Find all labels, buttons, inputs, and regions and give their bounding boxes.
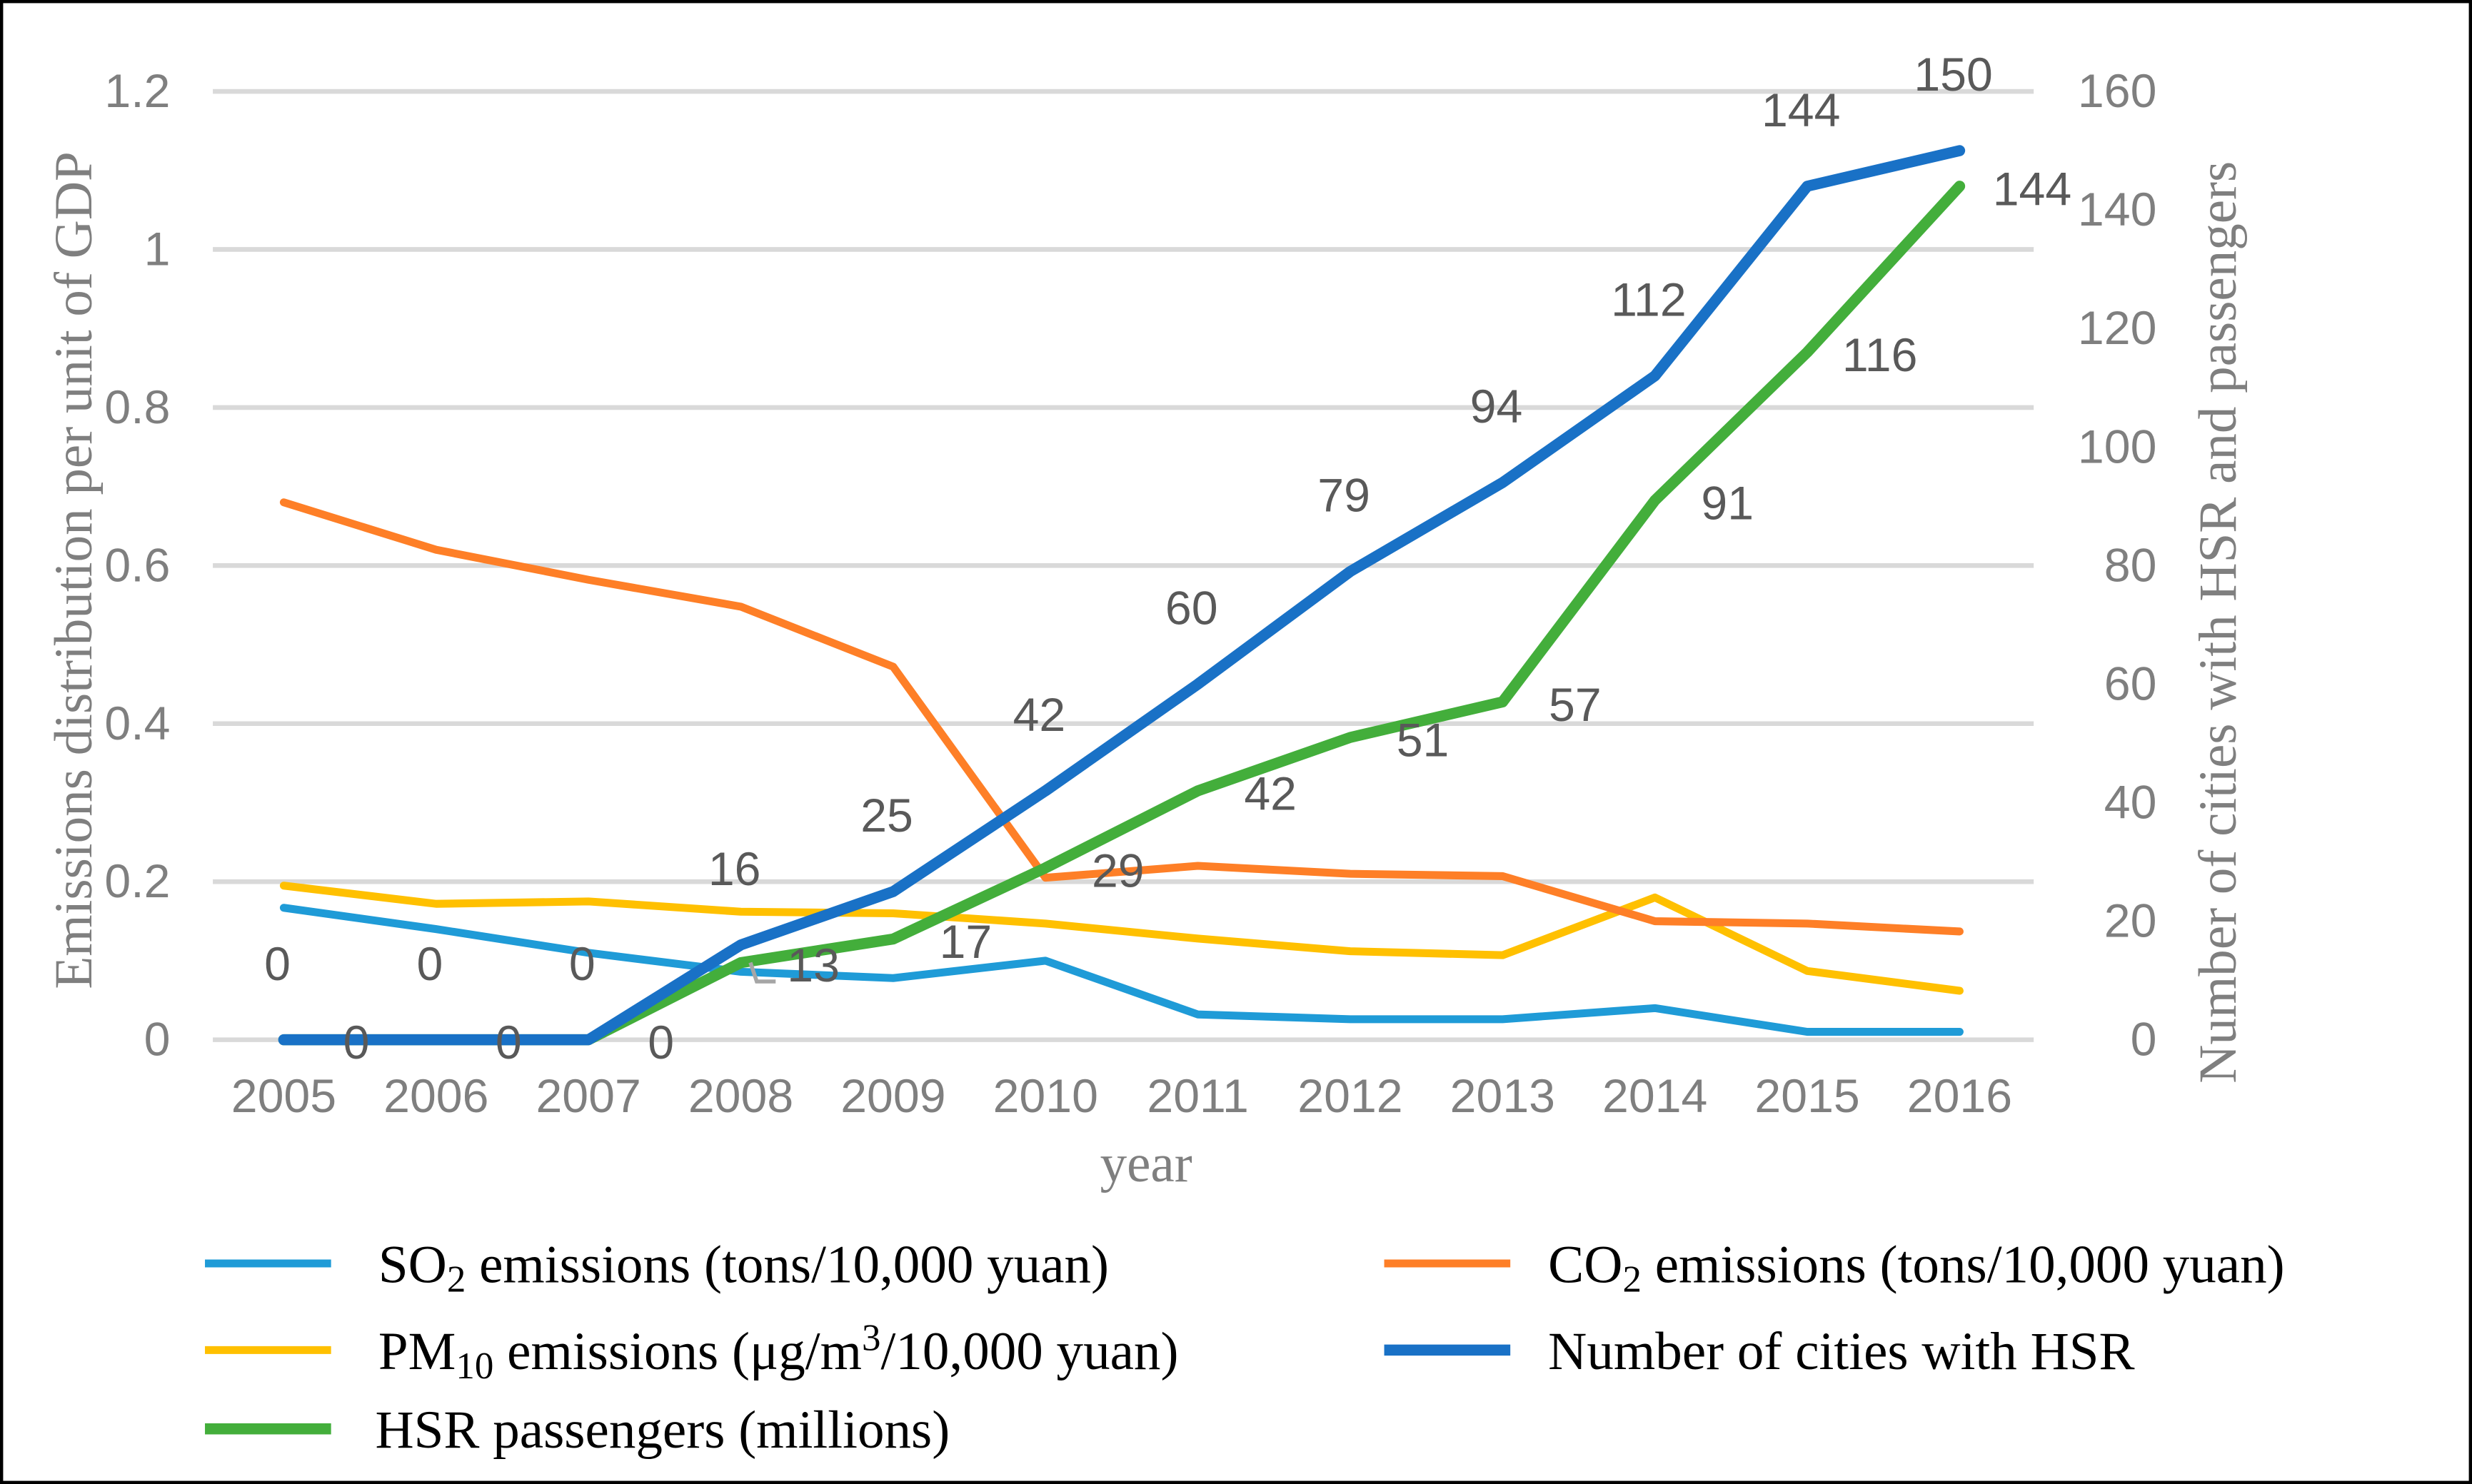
- x-tick-label: 2013: [1450, 1070, 1555, 1123]
- legend-item: SO2 emissions (tons/10,000 yuan): [205, 1236, 1109, 1301]
- legend-text: emissions (tons/10,000 yuan): [466, 1236, 1109, 1295]
- legend-text: /10,000 yuan): [881, 1322, 1179, 1381]
- y2-tick-label: 160: [2078, 65, 2157, 118]
- data-label: 0: [569, 938, 596, 991]
- legend-label: Number of cities with HSR: [1548, 1322, 2134, 1381]
- x-tick-label: 2016: [1907, 1070, 2012, 1123]
- data-label: 57: [1549, 679, 1602, 732]
- legend-item: PM10 emissions (μg/m3/10,000 yuan): [205, 1317, 1178, 1387]
- y-axis-title: Emissions distribution per unit of GDP: [44, 151, 104, 989]
- data-label: 13: [787, 939, 840, 992]
- data-label: 29: [1092, 844, 1145, 897]
- data-label: 60: [1165, 582, 1218, 635]
- data-label: 42: [1013, 689, 1066, 742]
- legend-item: CO2 emissions (tons/10,000 yuan): [1384, 1236, 2285, 1301]
- y-tick-label: 0.8: [104, 381, 170, 434]
- data-label: 0: [417, 938, 443, 991]
- legend-label: CO2 emissions (tons/10,000 yuan): [1548, 1236, 2284, 1301]
- data-label: 91: [1701, 477, 1754, 530]
- x-tick-label: 2014: [1602, 1070, 1707, 1123]
- legend-text: Number of cities with HSR: [1548, 1322, 2134, 1381]
- data-label: 0: [496, 1016, 522, 1069]
- y-tick-label: 0.6: [104, 539, 170, 592]
- data-label: 17: [940, 916, 993, 969]
- x-tick-label: 2015: [1754, 1070, 1859, 1123]
- y2-tick-label: 100: [2078, 420, 2157, 473]
- series-line-co2-emissions-tons-10-000-yuan-: [279, 498, 1964, 936]
- data-label: 0: [343, 1016, 370, 1069]
- legend-label: SO2 emissions (tons/10,000 yuan): [378, 1236, 1109, 1301]
- legend-item: Number of cities with HSR: [1384, 1322, 2135, 1381]
- data-label: 94: [1470, 380, 1523, 433]
- data-label: 16: [708, 843, 761, 896]
- series-line-pm10-emissions-g-m3-10-000-yuan-: [279, 882, 1964, 995]
- y-tick-label: 1.2: [104, 65, 170, 118]
- x-tick-label: 2010: [993, 1070, 1098, 1123]
- y2-tick-label: 120: [2078, 302, 2157, 355]
- data-label: 144: [1993, 163, 2072, 216]
- x-axis-title: year: [1100, 1134, 1192, 1193]
- legend-text: PM: [378, 1322, 456, 1381]
- legend-item: HSR passengers (millions): [205, 1400, 950, 1460]
- x-tick-label: 2008: [688, 1070, 793, 1123]
- x-tick-label: 2006: [383, 1070, 488, 1123]
- data-label: 150: [1914, 49, 1993, 101]
- y-tick-label: 1: [144, 223, 171, 276]
- x-tick-label: 2007: [536, 1070, 640, 1123]
- data-label: 51: [1397, 715, 1449, 767]
- y-tick-label: 0.2: [104, 855, 170, 908]
- data-label: 112: [1611, 274, 1687, 327]
- data-label: 79: [1317, 470, 1370, 523]
- data-label: 0: [264, 938, 291, 991]
- legend-text: emissions (μg/m: [493, 1322, 862, 1381]
- y2-tick-label: 40: [2104, 777, 2157, 829]
- y2-tick-label: 0: [2131, 1014, 2157, 1066]
- data-label: 25: [860, 789, 913, 842]
- y2-tick-label: 140: [2078, 183, 2157, 236]
- legend-label: HSR passengers (millions): [375, 1400, 950, 1460]
- x-tick-label: 2005: [231, 1070, 336, 1123]
- data-label: 42: [1244, 767, 1297, 820]
- y2-axis-title: Number of cities with HSR and passengers: [2189, 161, 2248, 1084]
- legend-text: emissions (tons/10,000 yuan): [1642, 1236, 2285, 1295]
- y2-tick-label: 80: [2104, 539, 2157, 592]
- legend-subscript: 10: [456, 1346, 493, 1387]
- y2-tick-label: 60: [2104, 657, 2157, 710]
- legend-label: PM10 emissions (μg/m3/10,000 yuan): [378, 1317, 1179, 1387]
- legend: SO2 emissions (tons/10,000 yuan) CO2 emis…: [205, 1236, 2285, 1460]
- legend-subscript: 2: [1622, 1259, 1641, 1301]
- x-tick-label: 2011: [1147, 1070, 1248, 1123]
- series-line-number-of-cities-with-hsr: [278, 145, 1966, 1046]
- y-tick-label: 0.4: [104, 697, 170, 750]
- legend-text: SO: [378, 1236, 447, 1295]
- legend-text: HSR passengers (millions): [375, 1400, 950, 1460]
- y-tick-label: 0: [144, 1014, 171, 1066]
- series-line-so2-emissions-tons-10-000-yuan-: [279, 904, 1964, 1036]
- legend-superscript: 3: [862, 1317, 880, 1358]
- y2-tick-label: 20: [2104, 895, 2157, 948]
- data-label: 116: [1842, 329, 1918, 382]
- data-label: 0: [648, 1016, 674, 1069]
- legend-subscript: 2: [447, 1259, 466, 1301]
- legend-text: CO: [1548, 1236, 1622, 1295]
- x-tick-label: 2012: [1297, 1070, 1402, 1123]
- leader-line: [748, 961, 776, 984]
- data-label: 144: [1762, 84, 1841, 137]
- x-tick-label: 2009: [840, 1070, 945, 1123]
